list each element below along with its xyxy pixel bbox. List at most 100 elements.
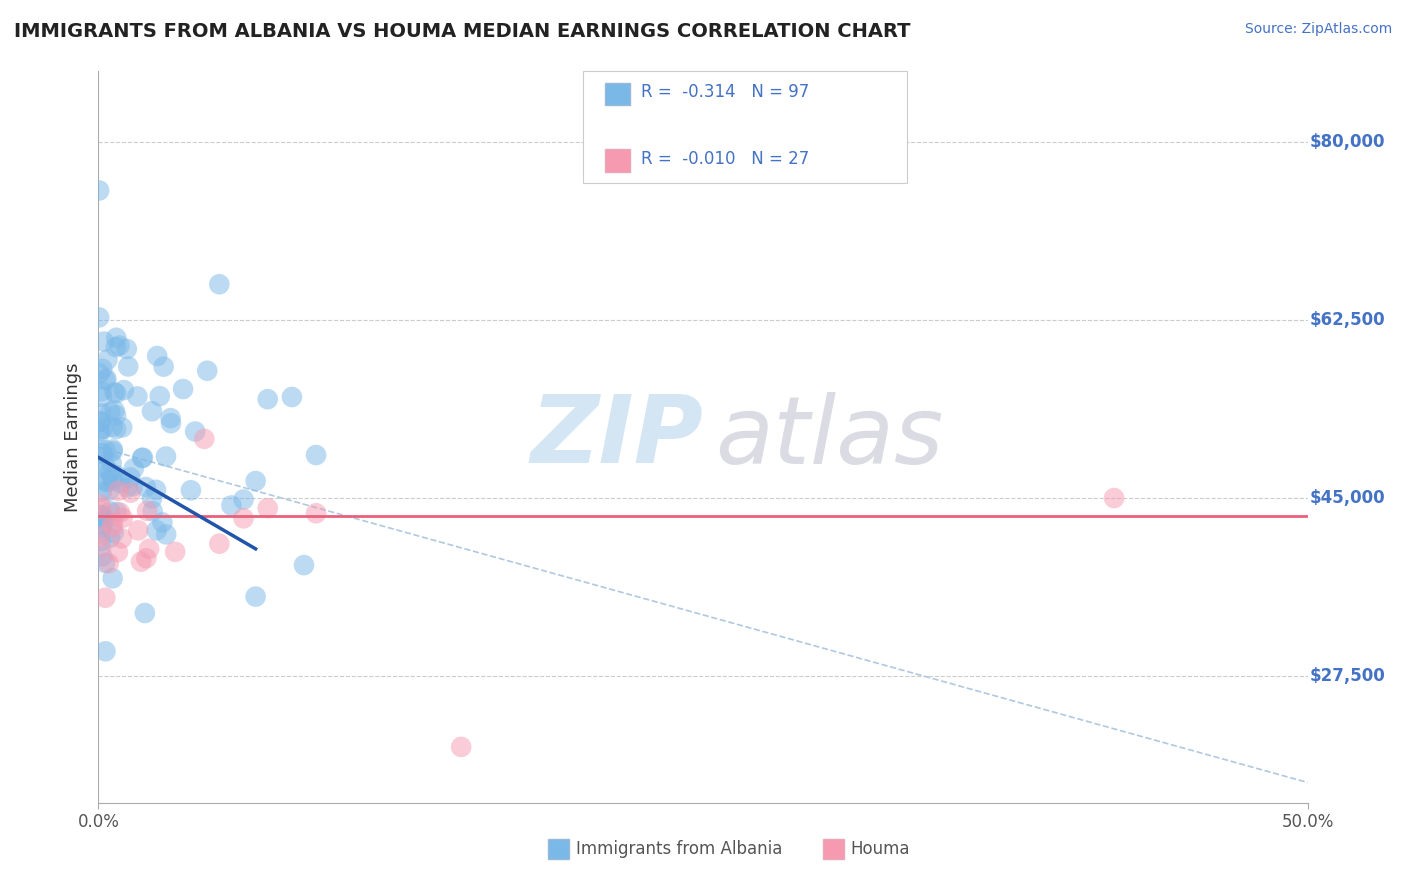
Point: [105, 386, 128, 401]
Point: [105, 505, 128, 519]
Point: [120, 470, 142, 484]
Point: [89, 424, 111, 438]
Point: [132, 450, 155, 465]
Point: [104, 340, 127, 354]
Point: [245, 590, 267, 604]
Point: [90, 384, 112, 399]
Point: [93, 334, 115, 349]
Point: [98, 531, 121, 545]
Point: [101, 444, 124, 458]
Point: [160, 416, 183, 430]
Point: [107, 483, 129, 498]
Point: [100, 504, 122, 518]
Point: [96, 352, 118, 367]
Text: atlas: atlas: [716, 392, 943, 483]
Point: [155, 450, 177, 464]
Point: [89, 414, 111, 428]
Point: [127, 524, 149, 538]
Point: [152, 516, 174, 530]
Point: [127, 389, 149, 403]
Point: [134, 606, 156, 620]
Point: [145, 524, 167, 538]
Text: IMMIGRANTS FROM ALBANIA VS HOUMA MEDIAN EARNINGS CORRELATION CHART: IMMIGRANTS FROM ALBANIA VS HOUMA MEDIAN …: [14, 22, 911, 41]
Point: [94, 458, 117, 472]
Point: [96, 475, 118, 489]
Point: [135, 551, 157, 566]
Point: [120, 485, 142, 500]
Text: Immigrants from Albania: Immigrants from Albania: [576, 840, 783, 858]
Point: [101, 471, 124, 485]
Point: [145, 483, 167, 497]
Text: R =  -0.314   N = 97: R = -0.314 N = 97: [641, 83, 810, 101]
Text: $80,000: $80,000: [1310, 134, 1385, 152]
Point: [208, 277, 231, 292]
Point: [91, 516, 114, 531]
Point: [111, 511, 134, 525]
Point: [110, 475, 132, 490]
Point: [94, 443, 117, 458]
Text: $27,500: $27,500: [1310, 667, 1386, 685]
Point: [90, 534, 112, 549]
Point: [90, 520, 112, 534]
Point: [101, 419, 124, 434]
Text: $62,500: $62,500: [1310, 311, 1386, 329]
Point: [101, 571, 124, 585]
Point: [90, 508, 112, 523]
Text: $45,000: $45,000: [1310, 489, 1386, 507]
Point: [89, 460, 111, 475]
Point: [94, 373, 117, 387]
Point: [101, 519, 124, 533]
Point: [103, 403, 125, 417]
Point: [90, 406, 112, 420]
Point: [107, 545, 129, 559]
Point: [281, 390, 304, 404]
Point: [98, 483, 121, 498]
Text: R =  -0.010   N = 27: R = -0.010 N = 27: [641, 150, 810, 168]
Point: [91, 511, 114, 525]
Point: [184, 425, 207, 439]
Point: [111, 420, 134, 434]
Point: [91, 361, 114, 376]
Point: [256, 501, 278, 516]
Point: [305, 448, 328, 462]
Point: [97, 556, 120, 570]
Point: [103, 525, 125, 540]
Point: [305, 506, 328, 520]
Point: [101, 442, 124, 457]
Point: [105, 331, 128, 345]
Point: [165, 545, 187, 559]
Point: [245, 474, 267, 488]
Point: [131, 450, 153, 465]
Point: [108, 338, 131, 352]
Point: [232, 511, 254, 525]
Point: [122, 479, 145, 493]
Point: [208, 537, 231, 551]
Point: [94, 556, 117, 570]
Point: [135, 480, 157, 494]
Point: [159, 411, 181, 425]
Point: [94, 591, 117, 605]
Point: [91, 446, 114, 460]
Point: [94, 644, 117, 658]
Point: [89, 427, 111, 442]
Point: [96, 475, 118, 489]
Point: [115, 342, 138, 356]
Point: [117, 359, 139, 374]
Point: [292, 558, 315, 573]
Point: [90, 502, 112, 516]
Point: [149, 389, 172, 403]
Point: [90, 529, 112, 543]
Point: [112, 383, 135, 397]
Point: [105, 468, 128, 483]
Point: [90, 498, 112, 512]
Y-axis label: Median Earnings: Median Earnings: [65, 362, 83, 512]
Point: [1102, 491, 1125, 505]
Point: [122, 461, 145, 475]
Point: [90, 541, 112, 555]
Point: [117, 480, 139, 494]
Point: [193, 432, 215, 446]
Point: [221, 499, 243, 513]
Point: [89, 367, 111, 381]
Point: [89, 415, 111, 429]
Point: [105, 409, 128, 423]
